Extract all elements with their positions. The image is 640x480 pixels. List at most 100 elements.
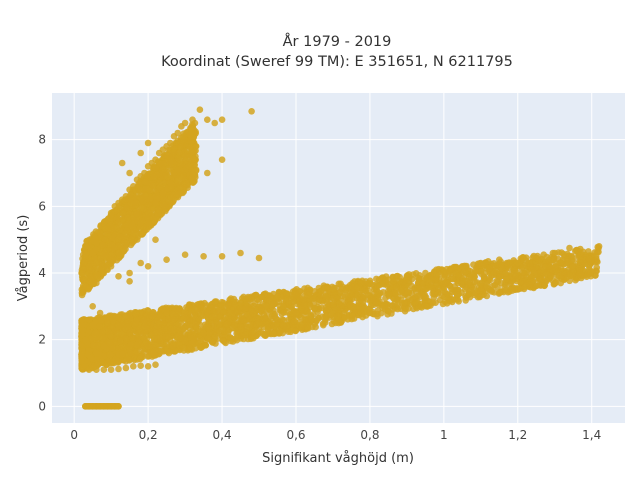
data-point	[276, 329, 283, 337]
data-point	[298, 324, 305, 332]
data-point	[237, 323, 244, 330]
data-point	[237, 299, 244, 307]
data-point	[121, 326, 129, 333]
data-point	[167, 158, 175, 166]
data-point	[378, 309, 385, 317]
data-point	[85, 316, 93, 324]
data-point	[99, 241, 107, 249]
data-point	[255, 254, 263, 262]
data-point	[311, 304, 318, 312]
data-point	[107, 333, 115, 340]
data-point	[403, 273, 411, 280]
data-point	[93, 239, 100, 247]
data-point	[551, 280, 558, 288]
data-point	[152, 156, 159, 163]
data-point	[218, 156, 226, 163]
data-point	[577, 245, 584, 253]
data-point	[155, 319, 163, 327]
data-point	[185, 163, 193, 170]
data-point	[117, 337, 124, 345]
data-point	[359, 313, 366, 321]
data-point	[370, 290, 378, 298]
data-point	[82, 283, 89, 290]
x-tick-label: 1,4	[582, 428, 601, 442]
data-point	[514, 259, 522, 267]
data-point	[122, 239, 130, 247]
data-point	[224, 302, 232, 309]
data-point	[255, 296, 263, 304]
data-point	[342, 287, 350, 294]
data-point	[106, 339, 113, 347]
data-point	[409, 271, 417, 278]
data-point	[366, 279, 374, 287]
data-point	[218, 252, 226, 260]
data-point	[122, 313, 130, 320]
data-point	[270, 322, 278, 330]
data-point	[167, 139, 174, 147]
data-point	[137, 219, 144, 227]
data-point	[233, 336, 241, 344]
data-point	[541, 281, 549, 289]
data-point	[133, 341, 140, 349]
data-point	[177, 143, 184, 151]
data-point	[496, 256, 503, 264]
data-point	[595, 243, 603, 250]
data-point	[237, 249, 244, 257]
data-point	[82, 250, 90, 258]
data-point	[432, 299, 439, 307]
data-point	[104, 319, 111, 327]
data-point	[164, 348, 171, 356]
data-point	[304, 289, 312, 297]
data-point	[94, 264, 102, 272]
data-point	[233, 330, 240, 337]
data-point	[494, 278, 502, 286]
data-point	[258, 305, 265, 313]
data-point	[104, 226, 112, 234]
data-point	[130, 183, 137, 190]
data-point	[151, 335, 158, 342]
data-point	[167, 179, 174, 187]
data-point	[144, 263, 152, 270]
data-point	[465, 290, 473, 298]
data-point	[501, 270, 509, 277]
data-point	[78, 351, 85, 359]
data-point	[115, 365, 122, 373]
data-point	[141, 169, 148, 177]
data-point	[88, 335, 95, 342]
data-point	[270, 300, 277, 308]
data-point	[324, 300, 331, 307]
data-point	[386, 291, 393, 298]
data-point	[156, 312, 164, 320]
data-point	[169, 310, 177, 318]
y-axis-title: Vågperiod (s)	[16, 215, 31, 302]
data-point	[337, 280, 344, 288]
data-point	[533, 254, 540, 262]
data-point	[93, 366, 100, 374]
data-point	[547, 272, 554, 280]
data-point	[447, 295, 455, 303]
data-point	[587, 268, 595, 276]
data-point	[181, 119, 189, 127]
data-point	[519, 278, 526, 285]
data-point	[280, 302, 287, 310]
data-point	[248, 108, 255, 115]
data-point	[521, 283, 528, 291]
data-point	[211, 313, 218, 320]
data-point	[174, 129, 181, 137]
data-point	[111, 244, 118, 252]
data-point	[477, 280, 484, 288]
data-point	[401, 299, 408, 307]
data-point	[308, 315, 315, 323]
data-point	[509, 287, 516, 294]
data-point	[471, 278, 479, 286]
data-point	[581, 260, 589, 268]
data-point	[396, 278, 403, 285]
x-tick-label: 1,2	[508, 428, 527, 442]
data-point	[161, 152, 169, 159]
data-point	[155, 206, 163, 214]
data-point	[260, 330, 267, 338]
data-point	[144, 343, 152, 350]
data-point	[359, 286, 366, 294]
data-point	[283, 308, 290, 316]
